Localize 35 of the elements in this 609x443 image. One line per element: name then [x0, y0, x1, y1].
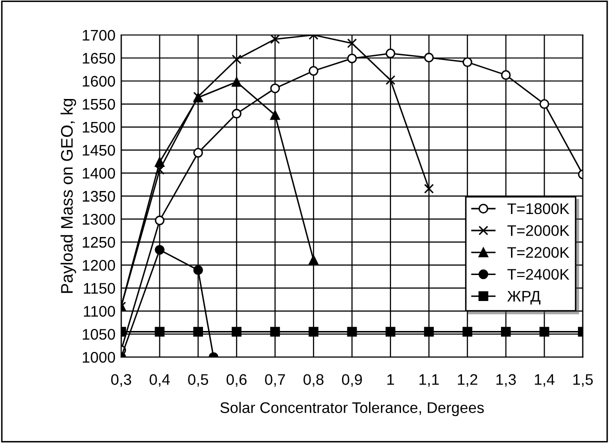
x-tick-label: 1,4: [534, 374, 555, 387]
x-axis-title: Solar Concentrator Tolerance, Dergees: [220, 402, 484, 416]
y-tick-label: 1700: [82, 30, 116, 41]
x-tick-label: 0,8: [304, 374, 324, 387]
x-tick-label: 1,2: [458, 374, 478, 387]
x-tick-label: 1,3: [496, 374, 516, 387]
y-tick-label: 1200: [82, 260, 116, 271]
y-tick-label: 1400: [82, 168, 116, 179]
y-tick-label: 1650: [82, 52, 116, 64]
x-tick-label: 0,5: [188, 374, 208, 387]
y-tick-label: 1150: [84, 282, 116, 294]
y-tick-label: 1500: [82, 122, 116, 133]
y-tick-label: 1550: [82, 98, 116, 110]
y-tick-label: 1250: [82, 236, 116, 248]
y-tick-label: 1450: [82, 144, 116, 156]
x-tick-label: 0,4: [150, 374, 170, 387]
x-tick-label: 0,7: [265, 374, 285, 387]
x-tick-label: 0,9: [342, 374, 362, 387]
legend-label: T=2200K: [507, 247, 570, 258]
x-tick-label: 0,3: [111, 374, 132, 387]
y-tick-label: 1600: [82, 76, 116, 87]
x-tick-label: 1: [387, 374, 394, 385]
y-tick-label: 1350: [82, 190, 116, 202]
legend-label: T=2000K: [507, 225, 570, 236]
x-tick-label: 1,1: [419, 374, 439, 387]
legend-label: ЖРД: [507, 290, 540, 305]
x-tick-label: 0,6: [226, 374, 247, 387]
y-axis-title: Payload Mass on GEO, kg: [60, 98, 76, 293]
y-tick-label: 1300: [82, 214, 116, 225]
x-tick-label: 1,5: [573, 374, 593, 387]
legend-label: T=1800K: [507, 203, 570, 214]
y-tick-label: 1100: [84, 306, 116, 317]
y-tick-label: 1000: [82, 352, 116, 363]
y-tick-label: 1050: [82, 328, 116, 340]
legend-label: T=2400K: [507, 268, 570, 280]
